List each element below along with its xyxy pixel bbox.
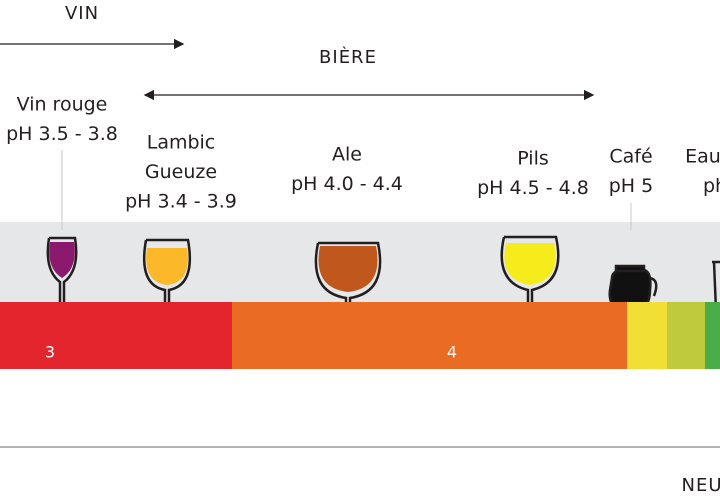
wine-heading: VIN	[65, 3, 99, 24]
drink-label: Ale	[332, 144, 362, 166]
drink-label: pH 3.5 - 3.8	[6, 123, 118, 145]
drink-label: pH 4.5 - 4.8	[477, 177, 589, 199]
neutral-label: NEU	[681, 475, 720, 496]
drink-label: Café	[609, 146, 652, 168]
drink-label: Pils	[517, 148, 549, 170]
drink-label: Lambic	[147, 132, 216, 154]
drink-label: Eau	[685, 146, 720, 168]
pointer-lines	[61, 150, 632, 230]
drink-label: pH 4.0 - 4.4	[291, 173, 403, 195]
drink-label: ph	[703, 175, 720, 197]
drink-label: Gueuze	[145, 161, 217, 183]
ph-scale	[0, 302, 720, 369]
beer-heading: BIÈRE	[319, 46, 377, 68]
drink-label: Vin rouge	[17, 94, 108, 116]
scale-number: 4	[447, 343, 457, 362]
drink-label: pH 3.4 - 3.9	[125, 191, 237, 213]
scale-number: 3	[45, 343, 55, 362]
drink-label: pH 5	[609, 175, 653, 197]
